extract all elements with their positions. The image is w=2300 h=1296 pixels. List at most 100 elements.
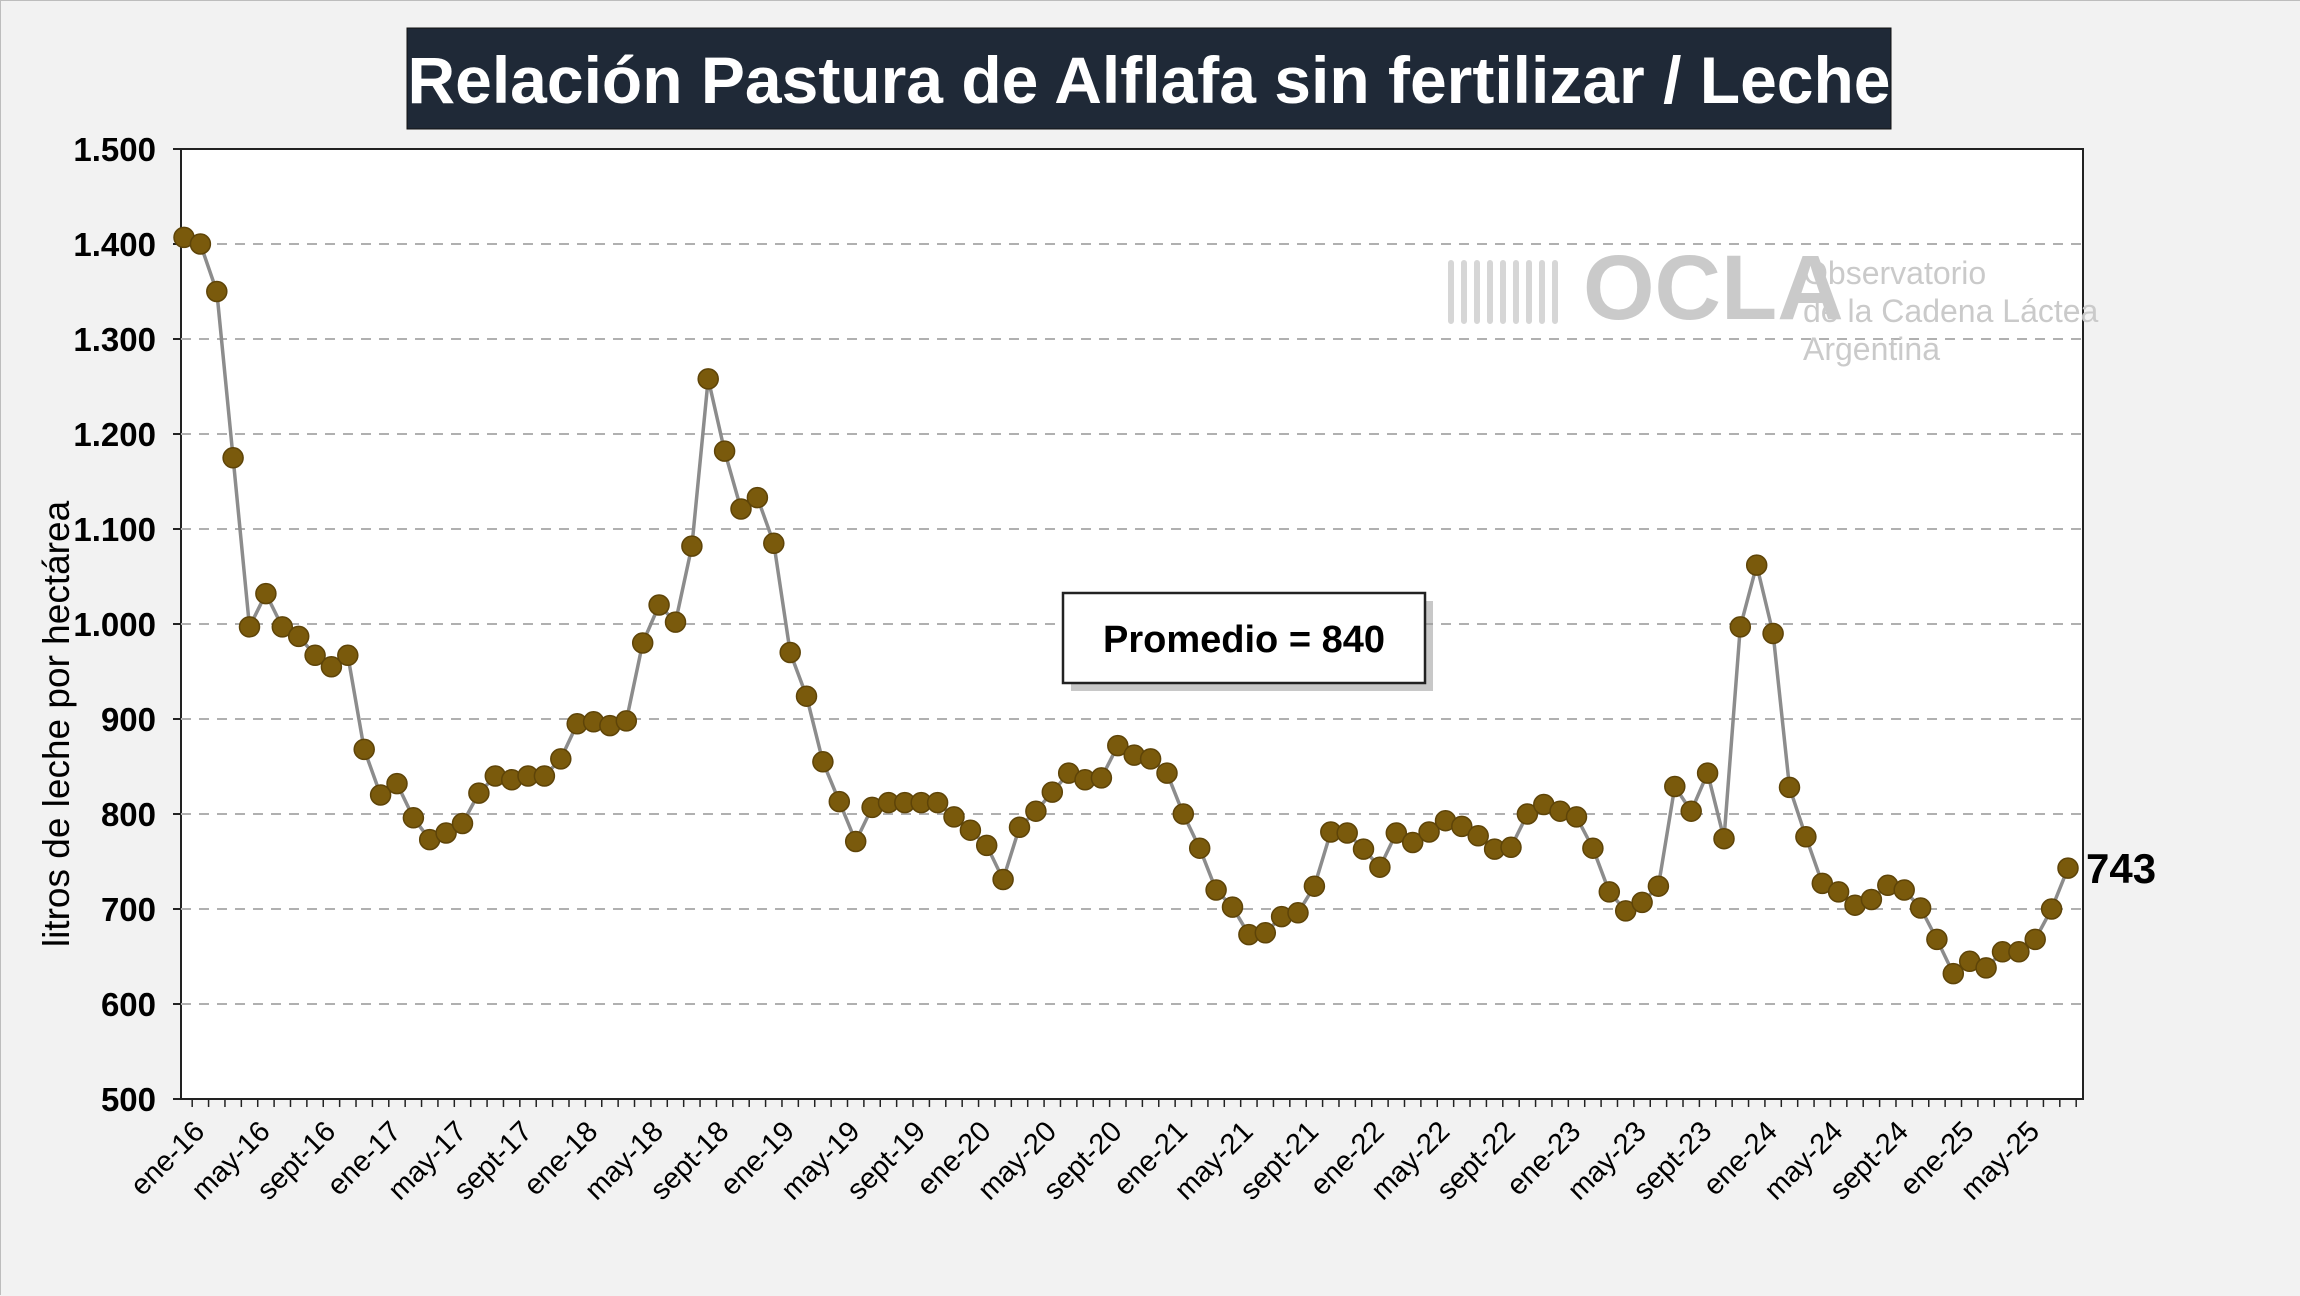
data-point [1582, 837, 1604, 859]
data-point [468, 782, 490, 804]
data-point [1942, 962, 1965, 985]
data-point [1762, 622, 1784, 645]
y-tick-label: 1.400 [73, 226, 156, 263]
milk-wave-logo-icon [1448, 260, 1558, 324]
data-point [1221, 896, 1244, 918]
data-point [271, 616, 294, 638]
data-point [1778, 776, 1801, 799]
y-tick-label: 800 [101, 796, 156, 833]
y-tick-label: 500 [101, 1081, 156, 1118]
data-point [1631, 891, 1653, 914]
data-point [222, 447, 244, 469]
data-point [1451, 815, 1473, 838]
data-point [975, 834, 998, 857]
data-point [2008, 941, 2030, 963]
data-point [730, 498, 752, 520]
y-tick-label: 1.000 [73, 606, 156, 643]
last-value-label: 743 [2086, 845, 2156, 892]
y-axis-title: litros de leche por hectárea [36, 500, 77, 947]
data-point [926, 791, 949, 814]
y-tick-label: 900 [101, 701, 156, 738]
data-point [1926, 928, 1948, 951]
data-point [648, 594, 670, 616]
data-point [746, 486, 769, 509]
data-point [763, 532, 785, 555]
data-point [206, 280, 228, 303]
data-point [1713, 827, 1735, 850]
data-point [386, 772, 408, 795]
data-point [795, 685, 818, 707]
data-point [615, 710, 638, 732]
data-point [1909, 897, 1932, 919]
data-point [1352, 838, 1375, 860]
data-point [681, 535, 703, 557]
data-point [1500, 836, 1522, 859]
data-point [402, 807, 425, 829]
average-box [1061, 591, 1427, 685]
data-point [337, 644, 359, 667]
average-annotation: Promedio = 840 [1061, 591, 1433, 691]
data-point [1336, 822, 1358, 844]
data-point [1647, 875, 1670, 897]
chart-title: Relación Pastura de Alflafa sin fertiliz… [407, 43, 1890, 117]
watermark-brand: OCLA [1583, 237, 1844, 339]
data-point [1418, 821, 1440, 843]
data-point [1025, 800, 1047, 822]
watermark-line-3: Argentina [1803, 331, 1940, 367]
data-point [2057, 857, 2079, 879]
data-point [533, 765, 556, 787]
data-point [1860, 888, 1883, 911]
data-point [1565, 806, 1588, 828]
data-point [1664, 775, 1686, 798]
data-point [287, 625, 310, 648]
y-axis-ticks: 500 600 700 800 900 1.000 1.100 1.200 1.300 1.400… [73, 131, 181, 1118]
data-point [828, 790, 851, 813]
data-point [1107, 734, 1129, 757]
watermark-line-2: de la Cadena Láctea [1803, 293, 2099, 329]
data-point [1287, 902, 1309, 924]
data-point [1827, 881, 1850, 903]
y-tick-label: 600 [101, 986, 156, 1023]
data-point [2040, 898, 2063, 920]
y-tick-label: 1.100 [73, 511, 156, 548]
data-point [631, 632, 654, 654]
data-point [1696, 762, 1719, 784]
data-point [353, 738, 375, 761]
data-point [238, 616, 261, 638]
y-tick-label: 1.500 [73, 131, 156, 168]
data-point [1303, 875, 1326, 897]
data-point [779, 641, 801, 664]
grid-lines [181, 243, 2083, 1005]
data-point [713, 440, 736, 462]
data-point [189, 233, 212, 255]
data-point [664, 611, 687, 633]
title-box [406, 27, 1892, 130]
data-point [1680, 800, 1702, 822]
data-point [451, 812, 474, 835]
data-point [1729, 616, 1752, 638]
y-tick-label: 700 [101, 891, 156, 928]
data-point [1139, 748, 1162, 770]
data-point [959, 819, 982, 841]
data-point [992, 868, 1014, 891]
data-point [1156, 762, 1178, 784]
data-point [304, 644, 326, 667]
data-point [1745, 554, 1768, 576]
data-point [2024, 928, 2046, 951]
y-tick-label: 1.300 [73, 321, 156, 358]
data-point [1401, 831, 1424, 854]
data-point [1516, 803, 1539, 825]
data-point [1385, 822, 1408, 844]
watermark-line-1: Observatorio [1803, 255, 1986, 291]
data-series [173, 226, 2079, 985]
chart-title-group: Relación Pastura de Alflafa sin fertiliz… [406, 27, 1892, 130]
data-point [1598, 881, 1621, 903]
data-point [1254, 922, 1277, 944]
data-point [1467, 825, 1489, 847]
data-point [1205, 879, 1227, 901]
data-point [1172, 803, 1195, 825]
data-point [1975, 957, 1997, 979]
data-point [1369, 856, 1391, 878]
